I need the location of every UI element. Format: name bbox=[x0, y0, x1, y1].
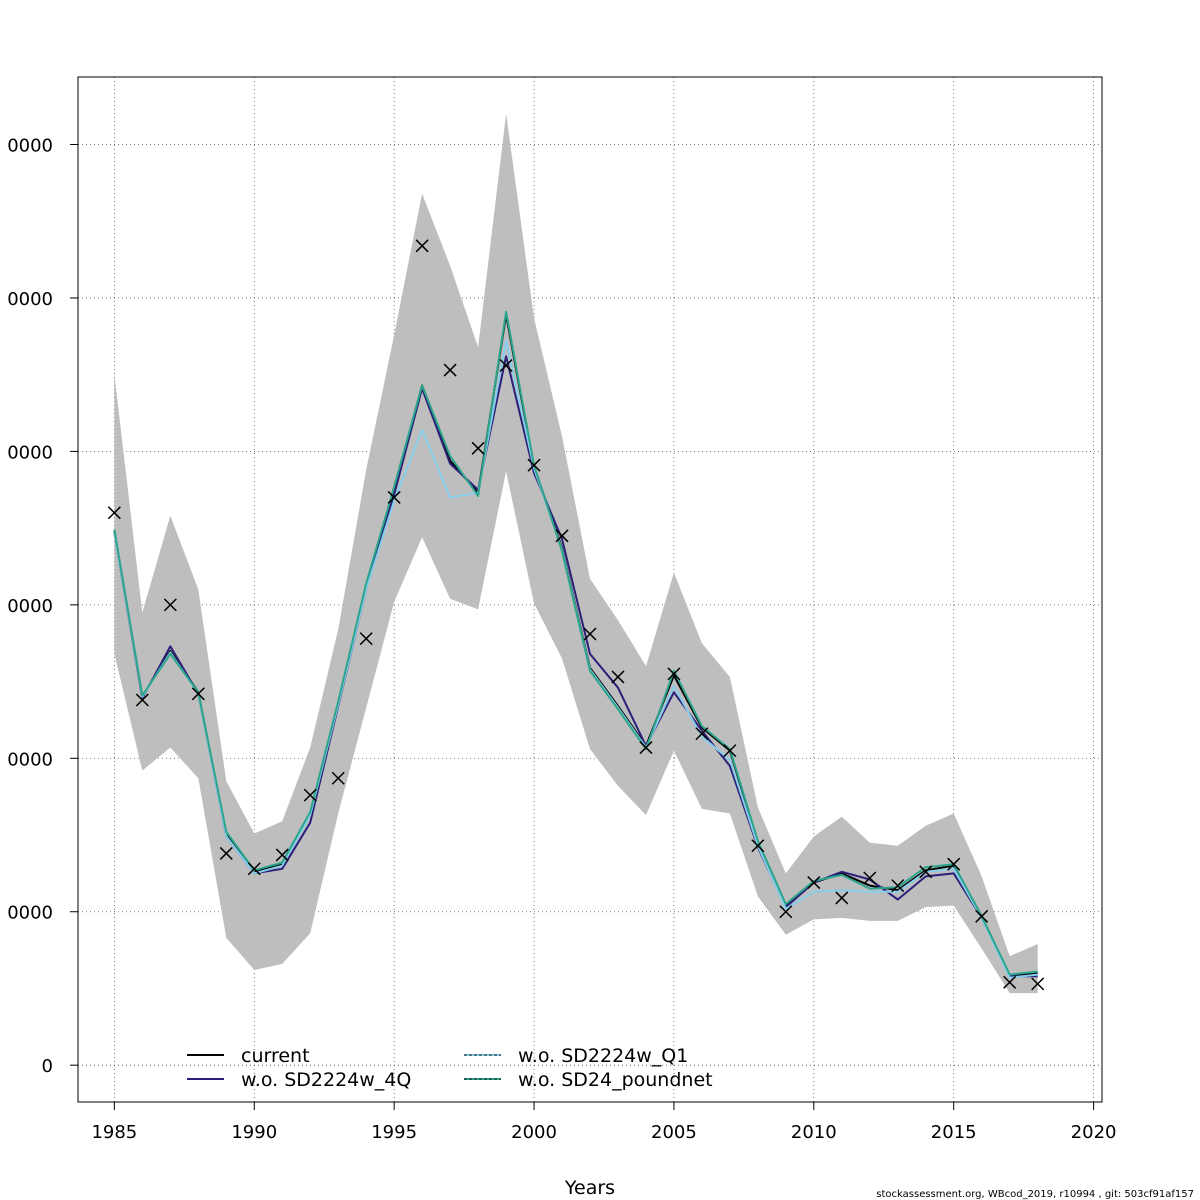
series-lines bbox=[113, 310, 1038, 979]
series-line-w-o-sd2224w-4q bbox=[113, 355, 1038, 978]
x-tick-label: 2000 bbox=[511, 1122, 557, 1143]
observation-mark-stroke bbox=[751, 839, 765, 853]
observation-point bbox=[219, 846, 233, 860]
y-tick-label: 0000 bbox=[7, 749, 53, 770]
observation-point bbox=[107, 506, 121, 520]
x-axis-title: Years bbox=[564, 1177, 615, 1199]
x-tick-label: 2010 bbox=[791, 1122, 837, 1143]
observation-mark-stroke bbox=[779, 905, 793, 919]
y-tick-label: 0000 bbox=[7, 903, 53, 924]
observation-point bbox=[1003, 975, 1017, 989]
observation-mark-stroke bbox=[947, 857, 961, 871]
observation-point bbox=[695, 727, 709, 741]
observation-mark-stroke bbox=[247, 862, 261, 876]
observation-mark-stroke bbox=[863, 871, 877, 885]
x-tick-label: 2020 bbox=[1071, 1122, 1117, 1143]
observation-mark-stroke bbox=[331, 771, 345, 785]
observation-point bbox=[527, 458, 541, 472]
observation-point bbox=[191, 687, 205, 701]
observation-point bbox=[555, 529, 569, 543]
observation-mark-stroke bbox=[835, 891, 849, 905]
observation-point bbox=[751, 839, 765, 853]
observation-mark-stroke bbox=[611, 670, 625, 684]
y-tick-label: 0000 bbox=[7, 136, 53, 157]
observation-mark-stroke bbox=[695, 727, 709, 741]
observation-point bbox=[975, 909, 989, 923]
observation-mark-stroke bbox=[163, 598, 177, 612]
observation-mark-stroke bbox=[527, 458, 541, 472]
y-tick-label: 0000 bbox=[7, 596, 53, 617]
observation-markers bbox=[107, 239, 1045, 991]
observation-mark-stroke bbox=[639, 741, 653, 755]
observation-mark-stroke bbox=[359, 632, 373, 646]
x-tick-label: 2015 bbox=[931, 1122, 977, 1143]
observation-point bbox=[135, 693, 149, 707]
observation-point bbox=[471, 441, 485, 455]
observation-mark-stroke bbox=[919, 865, 933, 879]
observation-mark-stroke bbox=[471, 441, 485, 455]
observation-mark-stroke bbox=[583, 627, 597, 641]
x-tick-label: 1995 bbox=[371, 1122, 417, 1143]
observation-mark-stroke bbox=[891, 879, 905, 893]
observation-point bbox=[499, 358, 513, 373]
observation-point bbox=[891, 879, 905, 893]
credit-text: stockassessment.org, WBcod_2019, r10994 … bbox=[876, 1189, 1194, 1200]
confidence-band bbox=[114, 113, 1038, 994]
observation-point bbox=[779, 905, 793, 919]
observation-point bbox=[331, 771, 345, 785]
observation-point bbox=[163, 598, 177, 612]
observation-mark-stroke bbox=[443, 363, 457, 377]
observation-point bbox=[247, 862, 261, 876]
x-tick-label: 1990 bbox=[231, 1122, 277, 1143]
y-tick-label: 0000 bbox=[7, 442, 53, 463]
observation-point bbox=[415, 239, 429, 253]
observation-mark-stroke bbox=[275, 848, 289, 862]
observation-mark-stroke bbox=[807, 876, 821, 890]
observation-mark-stroke bbox=[191, 687, 205, 701]
observation-point bbox=[303, 788, 317, 802]
observation-point bbox=[807, 876, 821, 890]
observation-point bbox=[919, 865, 933, 879]
observation-point bbox=[667, 667, 681, 681]
x-tick-label: 2005 bbox=[651, 1122, 697, 1143]
legend-label: w.o. SD2224w_4Q bbox=[241, 1069, 411, 1091]
confidence-band-area bbox=[114, 113, 1038, 994]
observation-mark-stroke bbox=[667, 667, 681, 681]
observation-point bbox=[1031, 977, 1045, 991]
observation-mark-stroke bbox=[555, 529, 569, 543]
observation-point bbox=[583, 627, 597, 641]
observation-mark-stroke bbox=[975, 909, 989, 923]
observation-mark-stroke bbox=[1003, 975, 1017, 989]
axes: 1985 1990 1995 2000 2005 2010 2015 202000000000… bbox=[7, 136, 1116, 1143]
observation-point bbox=[723, 744, 737, 758]
observation-mark-stroke bbox=[219, 846, 233, 860]
observation-point bbox=[835, 891, 849, 905]
observation-point bbox=[947, 857, 961, 871]
legend-label: w.o. SD24_poundnet bbox=[518, 1069, 713, 1091]
y-tick-label: 0 bbox=[42, 1056, 53, 1077]
observation-point bbox=[275, 848, 289, 862]
observation-mark-stroke bbox=[107, 506, 121, 520]
observation-mark-stroke bbox=[499, 358, 513, 373]
legend-label: w.o. SD2224w_Q1 bbox=[518, 1045, 688, 1067]
observation-mark-stroke bbox=[1031, 977, 1045, 991]
observation-mark-stroke bbox=[723, 744, 737, 758]
observation-point bbox=[443, 363, 457, 377]
x-tick-label: 1985 bbox=[91, 1122, 137, 1143]
observation-point bbox=[359, 632, 373, 646]
observation-point bbox=[611, 670, 625, 684]
observation-mark-stroke bbox=[303, 788, 317, 802]
observation-mark-stroke bbox=[415, 239, 429, 253]
observation-mark-stroke bbox=[135, 693, 149, 707]
observation-point bbox=[639, 741, 653, 755]
series-line-w-o-sd24-poundnet bbox=[113, 310, 1038, 976]
observation-mark-stroke bbox=[387, 490, 401, 504]
y-tick-label: 0000 bbox=[7, 289, 53, 310]
observation-point bbox=[863, 871, 877, 885]
observation-point bbox=[387, 490, 401, 504]
legend-label: current bbox=[241, 1045, 310, 1067]
